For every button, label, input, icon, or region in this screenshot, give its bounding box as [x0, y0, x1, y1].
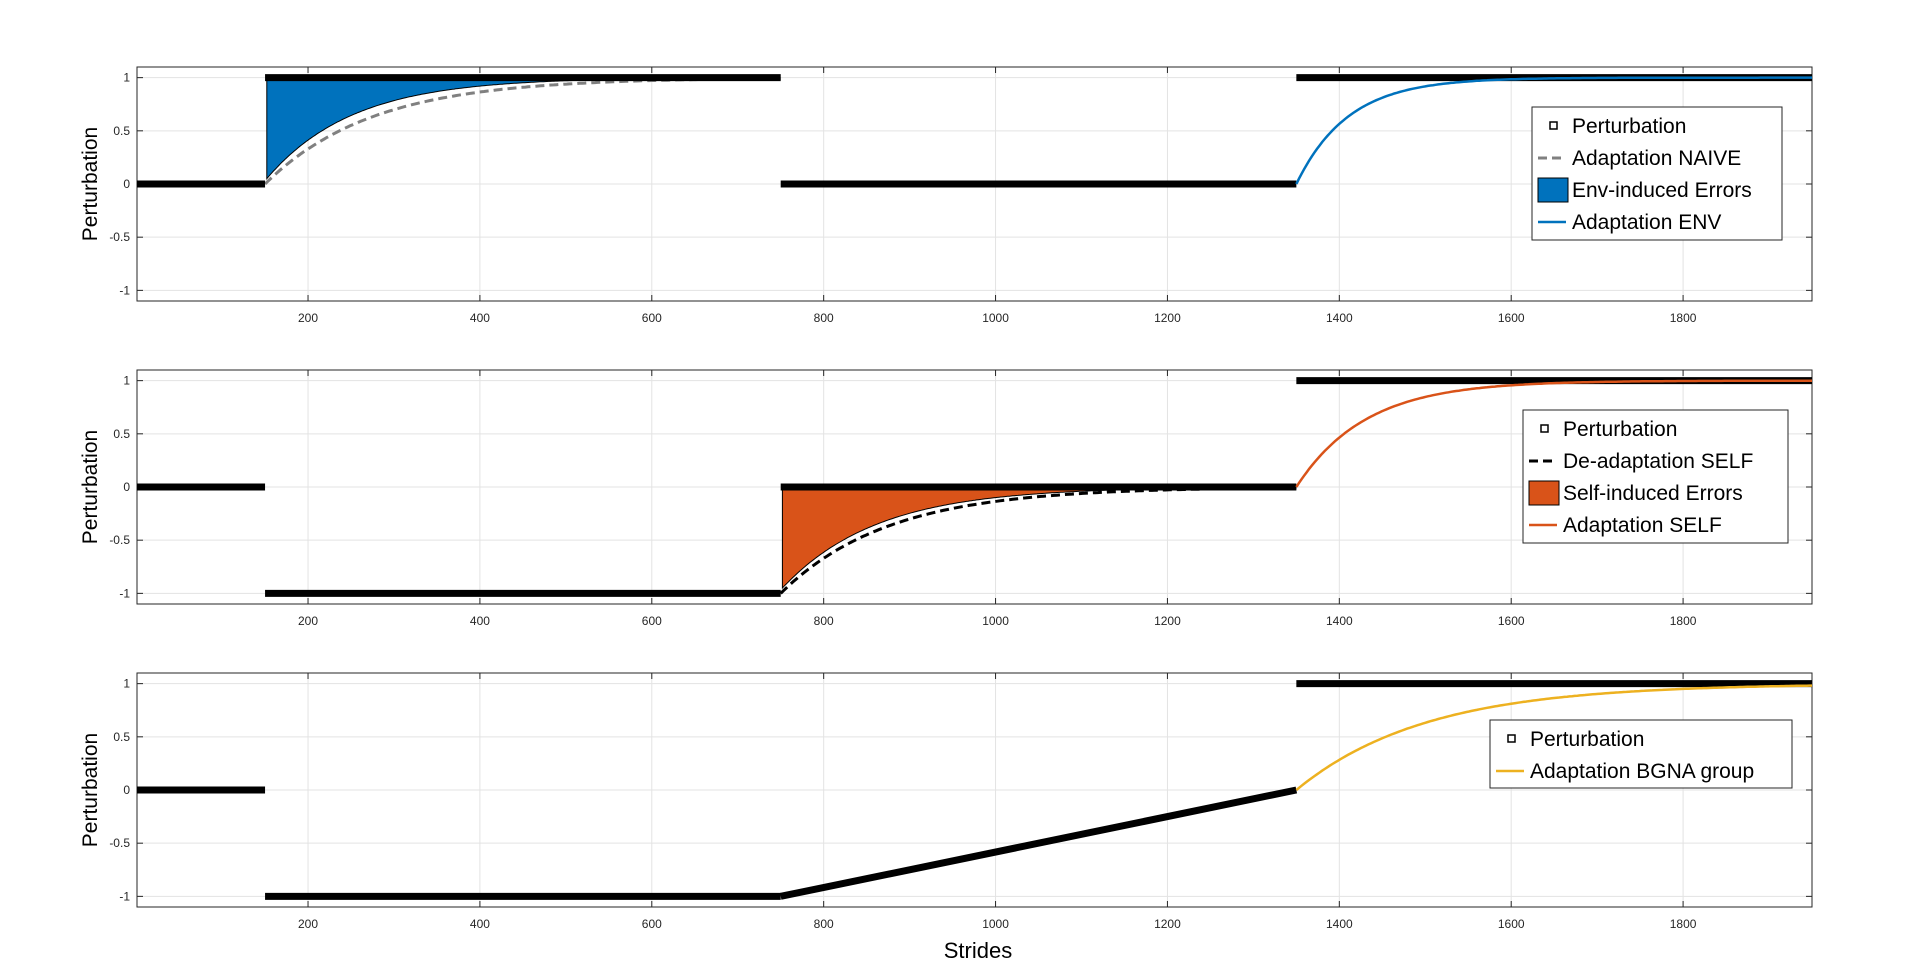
x-tick-label: 1200: [1154, 614, 1181, 628]
y-tick-label: 0: [123, 783, 130, 797]
legend-marker: [1507, 734, 1516, 743]
x-tick-label: 1200: [1154, 311, 1181, 325]
legend-marker: [1549, 121, 1558, 130]
y-tick-label: -0.5: [109, 836, 130, 850]
y-tick-label: 1: [123, 71, 130, 85]
y-axis-label: Perturbation: [79, 430, 102, 544]
y-tick-label: 1: [123, 374, 130, 388]
x-tick-label: 1000: [982, 614, 1009, 628]
x-tick-label: 400: [470, 614, 490, 628]
x-tick-label: 200: [298, 917, 318, 931]
x-tick-label: 400: [470, 311, 490, 325]
legend: Perturbation Adaptation NAIVE Env-induced …: [1531, 106, 1783, 241]
adaptation-line: [1295, 379, 1812, 488]
x-tick-label: 400: [470, 917, 490, 931]
y-tick-label: 0.5: [113, 427, 130, 441]
legend-entry: Adaptation NAIVE: [1572, 147, 1741, 170]
chart-panel-3: 200 400 600 800 1000 1200 1400 1600 1800 1 0.5 0 -0.…: [79, 672, 1813, 931]
legend: Perturbation De-adaptation SELF Self-induc…: [1522, 409, 1789, 544]
y-tick-label: -1: [119, 283, 130, 297]
legend-marker: [1537, 177, 1569, 203]
x-tick-label: 800: [814, 917, 834, 931]
y-axis-label: Perturbation: [79, 127, 102, 241]
x-tick-label: 1800: [1670, 917, 1697, 931]
legend-marker: [1540, 424, 1549, 433]
x-tick-label: 600: [642, 917, 662, 931]
y-tick-label: 1: [123, 677, 130, 691]
x-tick-label: 1400: [1326, 311, 1353, 325]
x-tick-label: 1800: [1670, 311, 1697, 325]
perturbation-line: [779, 786, 1298, 900]
legend-entry: Perturbation: [1530, 728, 1644, 751]
legend-entry: Adaptation SELF: [1563, 514, 1722, 537]
x-tick-label: 200: [298, 614, 318, 628]
x-tick-label: 1600: [1498, 614, 1525, 628]
x-tick-label: 1200: [1154, 917, 1181, 931]
y-tick-label: 0.5: [113, 124, 130, 138]
legend-marker: [1528, 480, 1560, 506]
chart-panel-2: 200 400 600 800 1000 1200 1400 1600 1800 1 0.5 0 -0.…: [79, 369, 1813, 628]
error-area: [266, 77, 610, 181]
y-tick-label: 0.5: [113, 730, 130, 744]
chart-panel-1: 200 400 600 800 1000 1200 1400 1600 1800 1 0.5 0 -0.…: [79, 66, 1813, 325]
adaptation-line: [1295, 684, 1812, 791]
y-tick-label: -0.5: [109, 230, 130, 244]
legend-entry: Adaptation BGNA group: [1530, 760, 1754, 783]
legend-entry: De-adaptation SELF: [1563, 450, 1753, 473]
x-tick-label: 200: [298, 311, 318, 325]
legend-entry: Perturbation: [1572, 115, 1686, 138]
x-tick-label: 1800: [1670, 614, 1697, 628]
y-tick-label: -0.5: [109, 533, 130, 547]
y-tick-label: -1: [119, 586, 130, 600]
legend-entry: Self-induced Errors: [1563, 482, 1743, 505]
x-tick-label: 1000: [982, 917, 1009, 931]
x-tick-label: 1400: [1326, 614, 1353, 628]
error-area: [781, 486, 1125, 590]
x-tick-label: 600: [642, 614, 662, 628]
x-tick-label: 600: [642, 311, 662, 325]
y-tick-label: 0: [123, 177, 130, 191]
x-tick-label: 1600: [1498, 917, 1525, 931]
adaptation-line: [1295, 76, 1812, 185]
legend-entry: Env-induced Errors: [1572, 179, 1752, 202]
x-tick-label: 800: [814, 614, 834, 628]
y-tick-label: -1: [119, 889, 130, 903]
y-tick-label: 0: [123, 480, 130, 494]
x-tick-label: 1600: [1498, 311, 1525, 325]
legend-entry: Perturbation: [1563, 418, 1677, 441]
legend-box: [1489, 719, 1793, 789]
legend-box: [1531, 106, 1783, 241]
x-tick-label: 800: [814, 311, 834, 325]
legend-box: [1522, 409, 1789, 544]
legend: Perturbation Adaptation BGNA group: [1489, 719, 1793, 789]
legend-entry: Adaptation ENV: [1572, 211, 1721, 234]
x-axis-label: Strides: [944, 938, 1012, 963]
y-axis-label: Perturbation: [79, 733, 102, 847]
x-tick-label: 1400: [1326, 917, 1353, 931]
x-tick-label: 1000: [982, 311, 1009, 325]
